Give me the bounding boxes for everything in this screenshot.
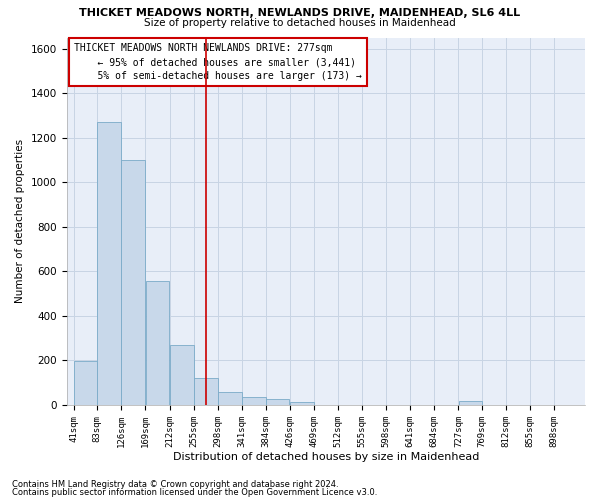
Bar [146,282,169,405]
Text: Contains public sector information licensed under the Open Government Licence v3: Contains public sector information licen… [12,488,377,497]
Bar [458,401,482,405]
Bar [170,345,194,405]
X-axis label: Distribution of detached houses by size in Maidenhead: Distribution of detached houses by size … [173,452,479,462]
Text: THICKET MEADOWS NORTH NEWLANDS DRIVE: 277sqm
    ← 95% of detached houses are sm: THICKET MEADOWS NORTH NEWLANDS DRIVE: 27… [74,43,362,81]
Bar [74,361,97,405]
Bar [266,400,289,405]
Text: Size of property relative to detached houses in Maidenhead: Size of property relative to detached ho… [144,18,456,28]
Y-axis label: Number of detached properties: Number of detached properties [15,139,25,304]
Bar [97,122,121,405]
Text: THICKET MEADOWS NORTH, NEWLANDS DRIVE, MAIDENHEAD, SL6 4LL: THICKET MEADOWS NORTH, NEWLANDS DRIVE, M… [79,8,521,18]
Bar [121,160,145,405]
Bar [242,397,266,405]
Bar [290,402,314,405]
Bar [194,378,218,405]
Text: Contains HM Land Registry data © Crown copyright and database right 2024.: Contains HM Land Registry data © Crown c… [12,480,338,489]
Bar [218,392,242,405]
